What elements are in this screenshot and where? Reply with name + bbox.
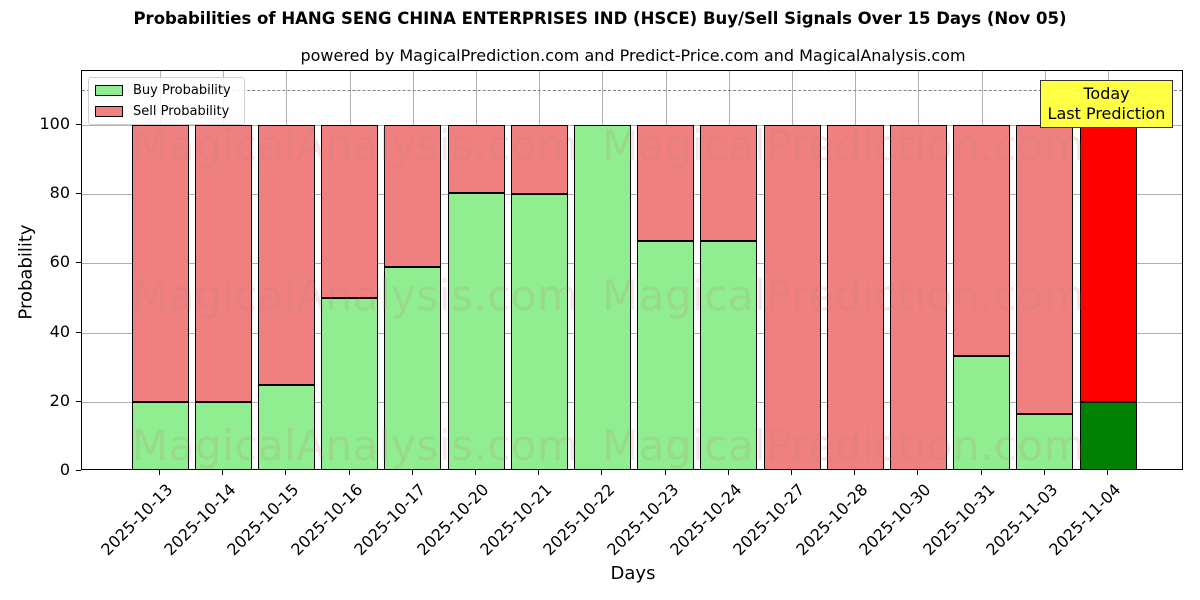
bar-buy-2025-10-31 (953, 356, 1011, 469)
x-tick-mark (475, 470, 476, 475)
y-tick-mark (76, 193, 81, 195)
bar-buy-2025-10-24 (700, 240, 758, 469)
y-tick-mark (76, 331, 81, 333)
bar-sell-2025-10-28 (826, 125, 884, 469)
bar-buy-2025-11-04 (1079, 401, 1137, 469)
bar-buy-2025-10-13 (131, 401, 189, 469)
bar-buy-2025-11-03 (1016, 413, 1074, 469)
bar-sell-2025-10-15 (257, 125, 315, 385)
x-tick-mark (727, 470, 729, 475)
gridline-horizontal (82, 263, 1182, 265)
bar-buy-2025-10-22 (573, 125, 631, 469)
x-tick-mark (601, 470, 603, 475)
x-tick-mark (285, 470, 287, 475)
legend-label-sell: Sell Probability (133, 103, 230, 119)
gridline-horizontal (82, 401, 1182, 403)
reference-line (82, 90, 1182, 92)
legend: Buy Probability Sell Probability (88, 77, 245, 125)
y-tick-mark (76, 262, 81, 264)
bar-sell-2025-10-23 (637, 125, 695, 241)
x-tick-mark (159, 470, 160, 475)
bar-sell-2025-10-16 (321, 125, 379, 298)
plot-area: MagicalAnalysis.comMagicalPrediction.com… (81, 70, 1183, 470)
bar-buy-2025-10-14 (194, 401, 252, 469)
x-tick-mark (854, 470, 856, 475)
y-tick-label: 0 (59, 460, 70, 479)
x-tick-mark (538, 470, 540, 475)
x-tick-mark (1043, 470, 1045, 475)
x-tick-mark (791, 470, 792, 475)
y-tick-label: 80 (49, 183, 70, 203)
x-tick-mark (664, 470, 666, 475)
bar-sell-2025-11-03 (1016, 125, 1074, 414)
y-tick-label: 40 (49, 321, 70, 341)
today-annotation-line2: Last Prediction (1047, 104, 1166, 123)
gridline-horizontal (82, 125, 1182, 126)
chart-title: Probabilities of HANG SENG CHINA ENTERPR… (133, 9, 1067, 28)
x-tick-mark (222, 470, 224, 475)
y-axis-title: Probability (15, 224, 37, 320)
bar-sell-2025-10-14 (194, 125, 252, 402)
sell-swatch-icon (95, 105, 123, 117)
bar-buy-2025-10-15 (257, 384, 315, 469)
bar-sell-2025-10-17 (384, 125, 442, 267)
today-annotation: Today Last Prediction (1040, 80, 1173, 128)
today-annotation-line1: Today (1083, 84, 1130, 103)
buy-swatch-icon (95, 84, 123, 96)
bar-sell-2025-10-30 (889, 125, 947, 469)
x-tick-mark (980, 470, 982, 475)
bar-sell-2025-10-13 (131, 125, 189, 402)
gridline-horizontal (82, 332, 1182, 334)
x-tick-mark (1107, 470, 1108, 475)
bar-buy-2025-10-23 (637, 240, 695, 469)
bar-sell-2025-10-20 (447, 125, 505, 194)
bar-buy-2025-10-20 (447, 193, 505, 469)
legend-label-buy: Buy Probability (133, 82, 231, 98)
y-tick-label: 60 (49, 252, 70, 272)
y-tick-mark (76, 470, 81, 471)
legend-item-sell: Sell Probability (95, 103, 229, 119)
bar-sell-2025-10-24 (700, 125, 758, 241)
bar-sell-2025-11-04 (1079, 125, 1137, 402)
legend-item-buy: Buy Probability (95, 82, 231, 98)
bar-sell-2025-10-21 (510, 125, 568, 195)
x-tick-mark (917, 470, 919, 475)
bar-buy-2025-10-17 (384, 266, 442, 469)
chart-subtitle: powered by MagicalPrediction.com and Pre… (300, 46, 966, 65)
bar-buy-2025-10-21 (510, 194, 568, 469)
bar-buy-2025-10-16 (321, 298, 379, 469)
gridline-horizontal (82, 194, 1182, 196)
x-tick-mark (348, 470, 350, 475)
x-axis-title: Days (610, 563, 656, 584)
bar-sell-2025-10-31 (953, 125, 1011, 357)
y-tick-label: 20 (49, 390, 70, 410)
bar-sell-2025-10-27 (763, 125, 821, 469)
y-tick-mark (76, 400, 81, 402)
y-tick-label: 100 (39, 114, 70, 133)
x-tick-mark (411, 470, 413, 475)
y-tick-mark (76, 124, 81, 125)
